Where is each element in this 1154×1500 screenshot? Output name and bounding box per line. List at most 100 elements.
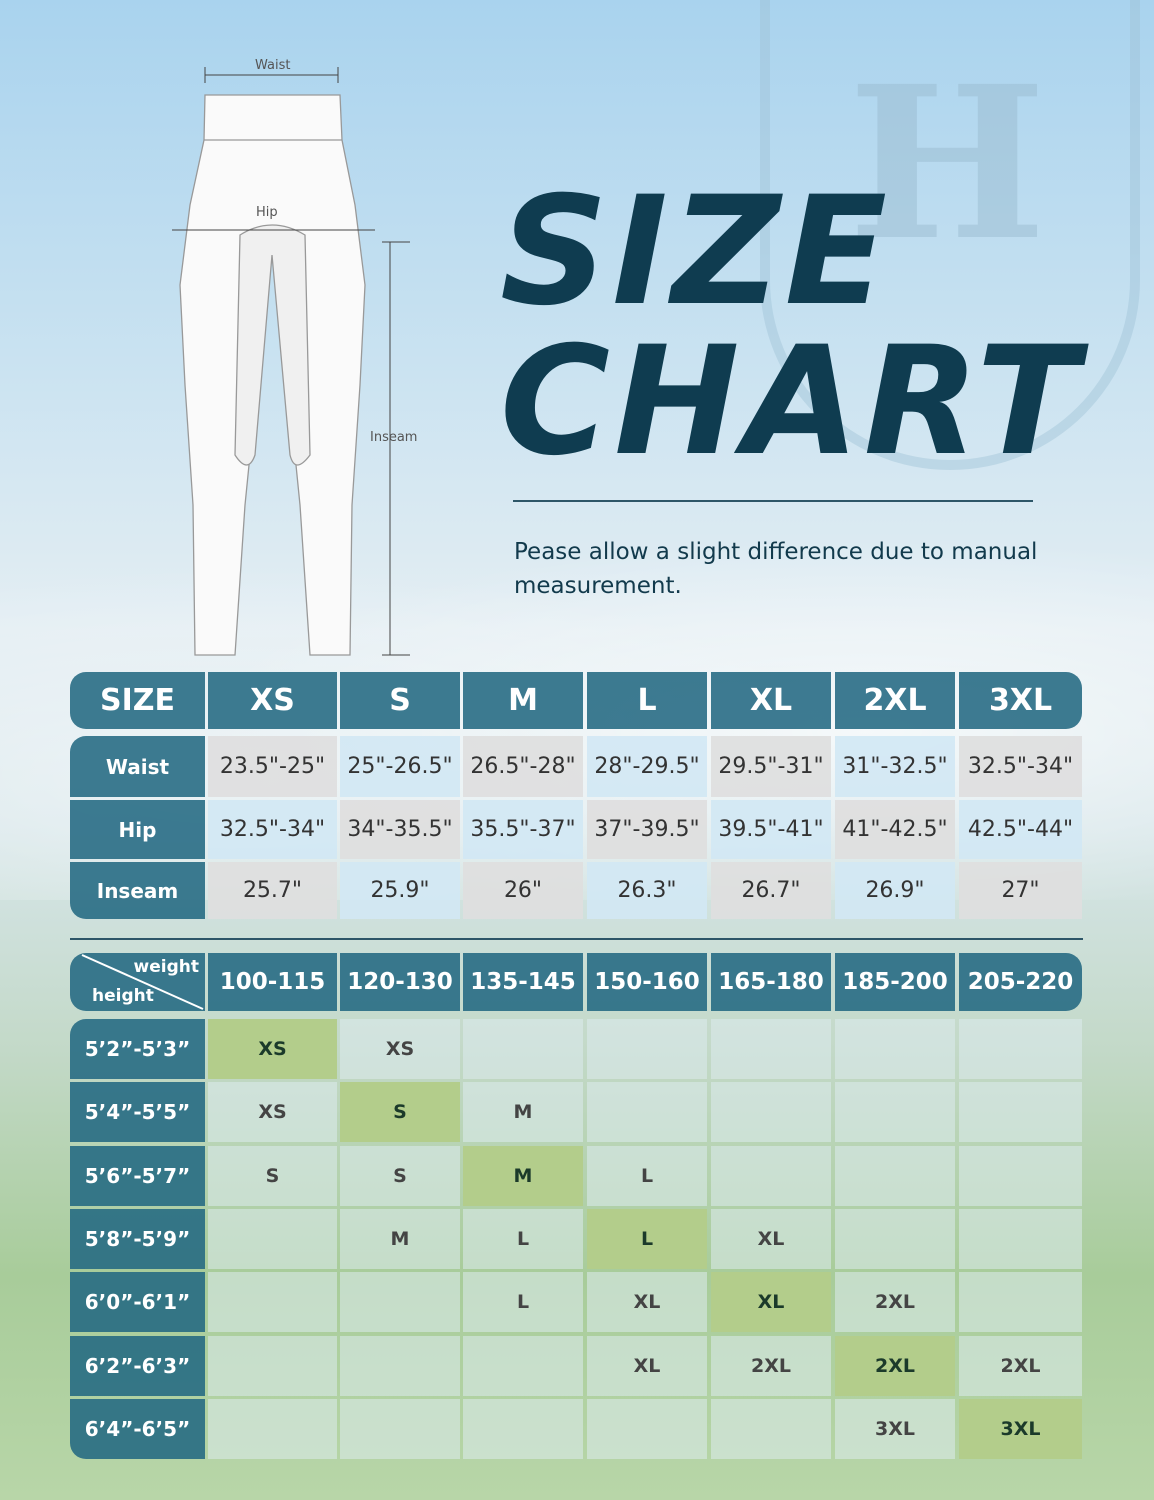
size-cell: L (463, 1272, 583, 1333)
size-cell: XL (587, 1272, 707, 1333)
weight-header: 205-220 (959, 953, 1082, 1011)
size-cell (711, 1019, 831, 1079)
size-cell (587, 1082, 707, 1143)
leggings-diagram (172, 67, 410, 656)
size-cell (340, 1398, 460, 1459)
size-cell (587, 1019, 707, 1079)
size-cell (959, 1082, 1082, 1143)
measurement-cell: 34"-35.5" (340, 800, 460, 859)
size-cell (959, 1145, 1082, 1206)
size-cell (835, 1208, 955, 1269)
size-cell: XL (711, 1208, 831, 1269)
size-cell (959, 1019, 1082, 1079)
measurement-cell: 26.9" (835, 862, 955, 919)
diagonal-divider (81, 954, 204, 1010)
height-label-cell: 5’2”-5’3” (70, 1019, 205, 1079)
size-cell: XL (587, 1335, 707, 1396)
measurement-cell: 37"-39.5" (587, 800, 707, 859)
measurement-cell: 31"-32.5" (835, 736, 955, 797)
title-line1: SIZE (500, 165, 892, 339)
recommended-size-cell: L (587, 1208, 707, 1269)
size-cell (711, 1145, 831, 1206)
fit-header-corner: weight height (70, 953, 205, 1011)
size-cell (463, 1335, 583, 1396)
weight-header: 135-145 (463, 953, 583, 1011)
size-cell: S (208, 1145, 337, 1206)
size-cell (208, 1335, 337, 1396)
height-label-cell: 6’4”-6’5” (70, 1398, 205, 1459)
size-cell: 2XL (959, 1335, 1082, 1396)
measurement-cell: 41"-42.5" (835, 800, 955, 859)
weight-label: weight (133, 957, 199, 977)
row-label-hip: Hip (70, 800, 205, 859)
size-cell (959, 1208, 1082, 1269)
title-divider (513, 500, 1033, 502)
recommended-size-cell: 2XL (835, 1335, 955, 1396)
size-cell: 2XL (711, 1335, 831, 1396)
row-label-inseam: Inseam (70, 862, 205, 919)
size-cell (835, 1082, 955, 1143)
measurement-cell: 27" (959, 862, 1082, 919)
logo-shield (760, 0, 1140, 470)
height-label-cell: 5’4”-5’5” (70, 1082, 205, 1143)
measurement-cell: 25"-26.5" (340, 736, 460, 797)
table-divider (70, 938, 1083, 940)
size-header-corner: SIZE (70, 672, 205, 729)
size-header-M: M (463, 672, 583, 729)
measurement-note: Pease allow a slight difference due to m… (514, 539, 1038, 599)
size-cell (835, 1019, 955, 1079)
measurement-cell: 29.5"-31" (711, 736, 831, 797)
title-line2: CHART (500, 315, 1083, 489)
waist-label: Waist (255, 58, 291, 73)
weight-header: 100-115 (208, 953, 337, 1011)
measurement-cell: 35.5"-37" (463, 800, 583, 859)
size-header-2XL: 2XL (835, 672, 955, 729)
size-cell (208, 1208, 337, 1269)
height-label-cell: 6’0”-6’1” (70, 1272, 205, 1333)
height-label: height (92, 986, 154, 1006)
size-cell: 2XL (835, 1272, 955, 1333)
size-cell (208, 1272, 337, 1333)
recommended-size-cell: XS (208, 1019, 337, 1079)
measurement-cell: 26.7" (711, 862, 831, 919)
measurement-cell: 42.5"-44" (959, 800, 1082, 859)
height-label-cell: 5’6”-5’7” (70, 1145, 205, 1206)
size-cell: S (340, 1145, 460, 1206)
size-header-3XL: 3XL (959, 672, 1082, 729)
weight-header: 165-180 (711, 953, 831, 1011)
size-cell (463, 1398, 583, 1459)
measurement-cell: 23.5"-25" (208, 736, 337, 797)
size-cell (711, 1082, 831, 1143)
size-cell (835, 1145, 955, 1206)
measurement-cell: 25.7" (208, 862, 337, 919)
size-cell (340, 1335, 460, 1396)
size-cell (463, 1019, 583, 1079)
size-cell: XS (340, 1019, 460, 1079)
measurement-cell: 26.3" (587, 862, 707, 919)
row-label-waist: Waist (70, 736, 205, 797)
measurement-cell: 32.5"-34" (959, 736, 1082, 797)
logo-letter: H (848, 40, 1047, 287)
recommended-size-cell: S (340, 1082, 460, 1143)
size-cell (340, 1272, 460, 1333)
inseam-label: Inseam (370, 430, 418, 445)
size-cell (711, 1398, 831, 1459)
size-header-XS: XS (208, 672, 337, 729)
size-cell (208, 1398, 337, 1459)
size-header-L: L (587, 672, 707, 729)
weight-header: 185-200 (835, 953, 955, 1011)
size-cell (959, 1272, 1082, 1333)
size-cell (587, 1398, 707, 1459)
size-header-S: S (340, 672, 460, 729)
size-cell: L (463, 1208, 583, 1269)
recommended-size-cell: 3XL (959, 1398, 1082, 1459)
measurement-cell: 39.5"-41" (711, 800, 831, 859)
size-cell: M (463, 1082, 583, 1143)
measurement-cell: 26" (463, 862, 583, 919)
size-cell: M (340, 1208, 460, 1269)
size-cell: XS (208, 1082, 337, 1143)
measurement-cell: 25.9" (340, 862, 460, 919)
size-header-XL: XL (711, 672, 831, 729)
recommended-size-cell: M (463, 1145, 583, 1206)
height-label-cell: 5’8”-5’9” (70, 1208, 205, 1269)
